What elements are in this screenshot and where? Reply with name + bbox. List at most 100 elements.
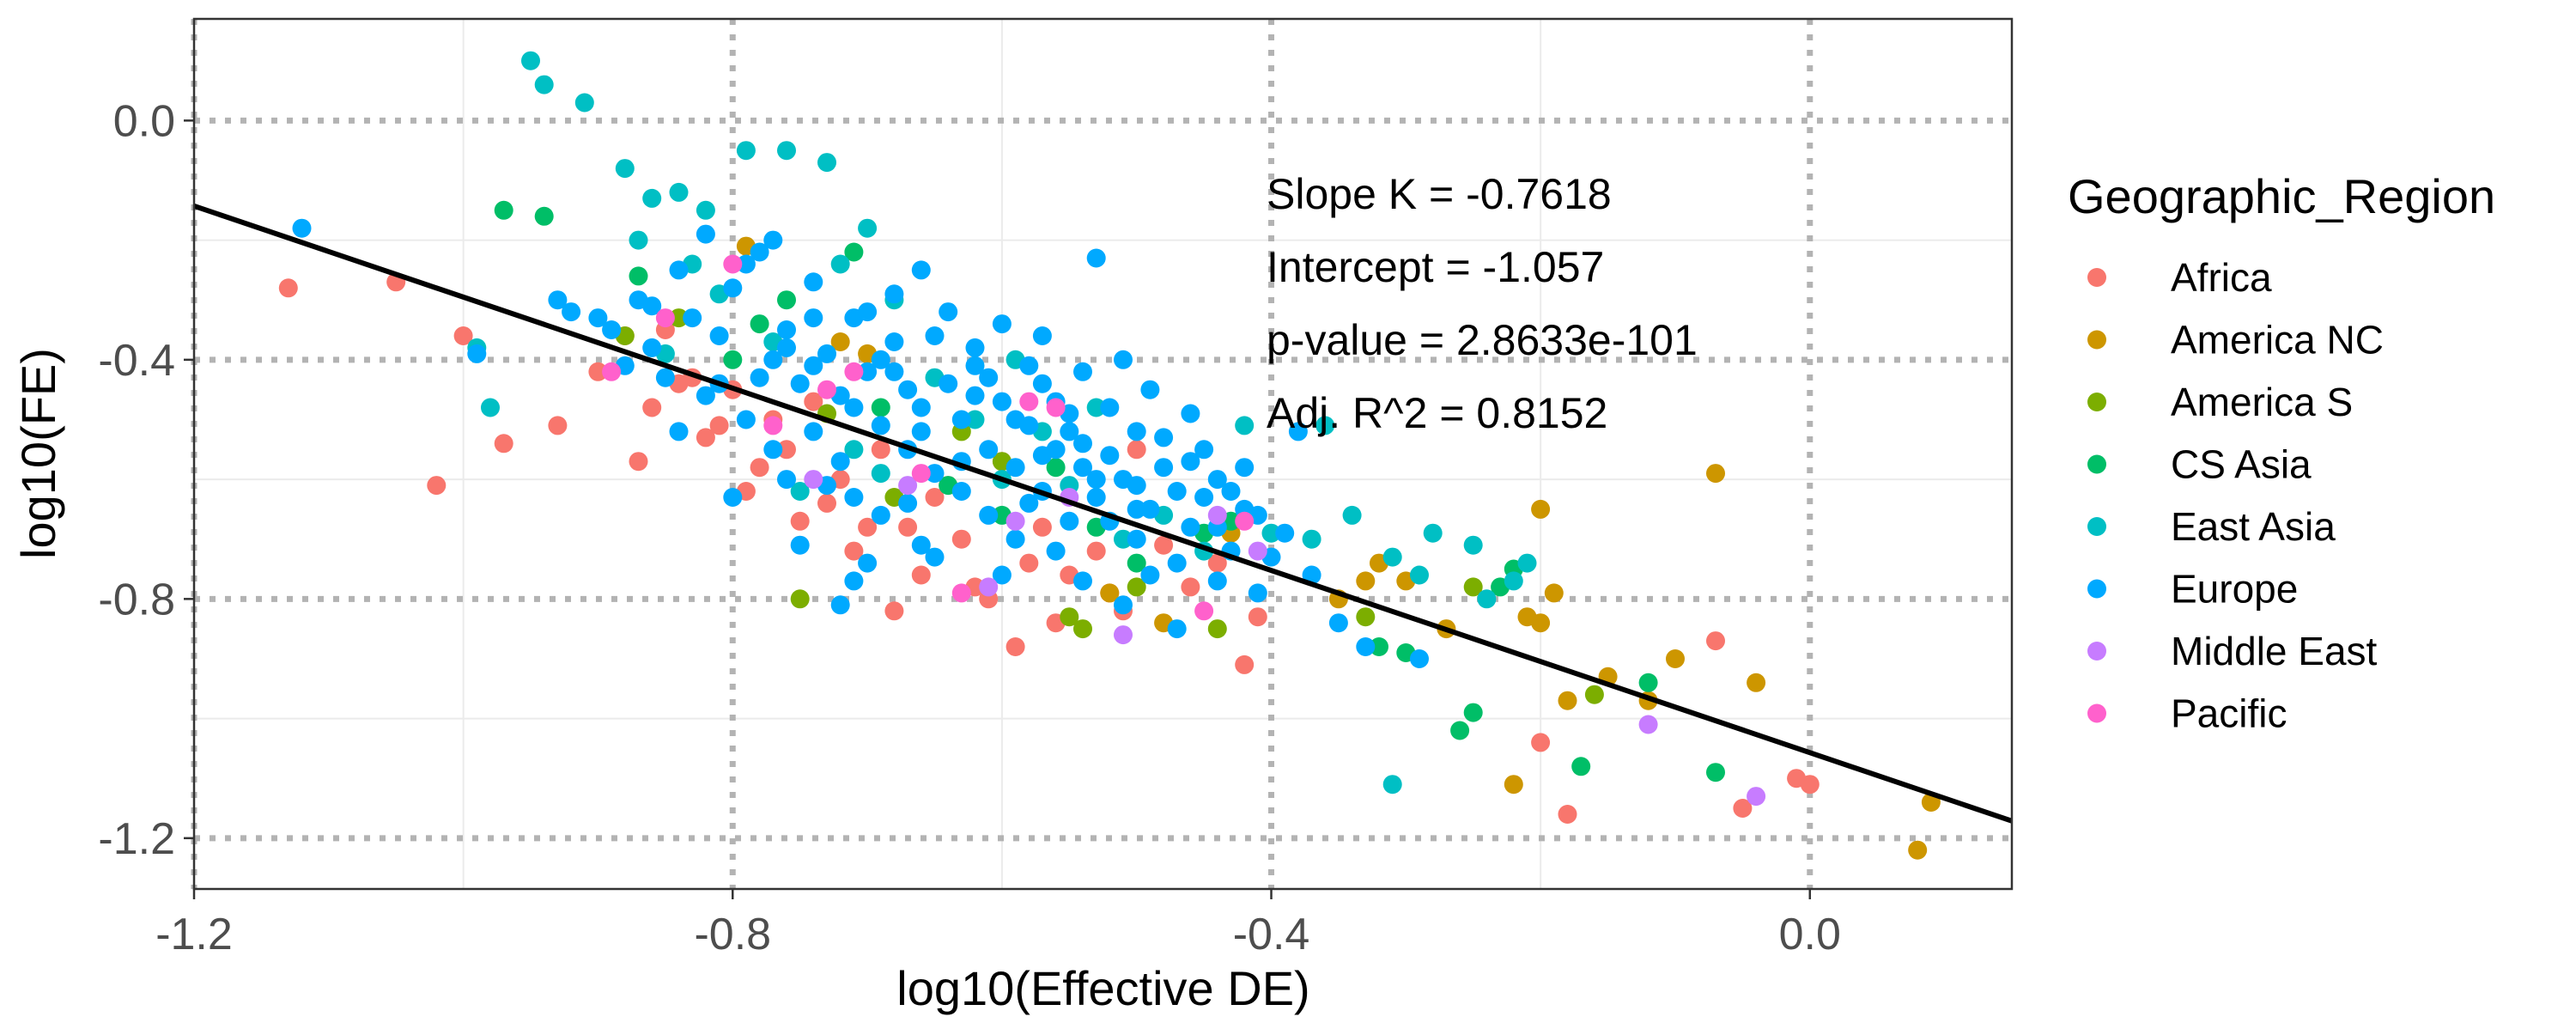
data-point <box>871 398 890 417</box>
legend-key <box>2087 268 2106 287</box>
data-point <box>965 338 985 357</box>
data-point <box>1114 625 1133 645</box>
data-point <box>871 505 890 525</box>
data-point <box>1207 619 1227 639</box>
data-point <box>763 230 783 250</box>
data-point <box>562 302 581 322</box>
data-point <box>1544 583 1564 603</box>
data-point <box>965 356 985 375</box>
data-point <box>1463 535 1483 555</box>
data-point <box>951 529 971 549</box>
data-point <box>804 422 823 441</box>
annotation-adj-r2: Adj. R^2 = 0.8152 <box>1267 389 1607 437</box>
data-point <box>911 260 931 280</box>
data-point <box>1127 577 1146 597</box>
data-point <box>884 362 904 381</box>
data-point <box>777 320 796 339</box>
data-point <box>723 278 743 298</box>
data-point <box>1463 703 1483 722</box>
data-point <box>1207 505 1227 525</box>
data-point <box>588 308 608 328</box>
regression-line <box>193 203 2013 824</box>
data-point <box>696 224 715 244</box>
data-point <box>1666 649 1685 668</box>
data-point <box>1127 553 1146 573</box>
legend-key <box>2087 330 2106 350</box>
data-point <box>1140 499 1160 519</box>
data-point <box>992 314 1012 334</box>
data-point <box>898 476 918 496</box>
data-point <box>1328 613 1348 633</box>
data-point <box>1342 505 1362 525</box>
data-point <box>494 434 513 454</box>
grid <box>191 19 2012 889</box>
data-point <box>1032 374 1052 393</box>
data-point <box>1127 440 1146 460</box>
data-point <box>898 493 918 513</box>
data-point <box>1073 362 1092 381</box>
data-point <box>925 464 945 484</box>
data-point <box>1302 565 1321 585</box>
data-point <box>723 254 743 274</box>
data-point <box>1261 523 1281 543</box>
data-point <box>1181 517 1200 537</box>
data-point <box>1463 577 1483 597</box>
data-point <box>979 440 999 460</box>
data-point <box>1032 517 1052 537</box>
data-point <box>911 398 931 417</box>
data-point <box>1558 805 1577 824</box>
data-point <box>1127 529 1146 549</box>
data-point <box>615 159 635 179</box>
data-point <box>669 182 689 202</box>
data-point <box>292 218 312 238</box>
data-point <box>453 326 473 345</box>
legend: Geographic_Region Africa America NC Americ… <box>2068 169 2495 736</box>
data-point <box>642 338 662 357</box>
annotation-block: Slope K = -0.7618 Intercept = -1.057 p-v… <box>1267 170 1698 437</box>
data-point <box>1086 470 1106 490</box>
data-point <box>1019 553 1039 573</box>
y-tick-label: -0.4 <box>98 336 175 386</box>
data-point <box>1477 589 1497 609</box>
data-point <box>979 505 999 525</box>
data-point <box>804 392 823 411</box>
annotation-slope: Slope K = -0.7618 <box>1267 170 1612 218</box>
data-point <box>1060 607 1079 627</box>
x-axis-label: log10(Effective DE) <box>896 961 1309 1015</box>
data-point <box>494 200 513 220</box>
legend-key <box>2087 393 2106 411</box>
data-point <box>790 589 810 609</box>
data-point <box>911 422 931 441</box>
data-point <box>588 362 608 381</box>
data-point <box>1127 422 1146 441</box>
data-point <box>844 362 864 381</box>
data-point <box>1531 733 1551 752</box>
data-point <box>1531 499 1551 519</box>
plot-border <box>192 17 2014 891</box>
y-tick-label: -1.2 <box>98 814 175 864</box>
data-point <box>1181 577 1200 597</box>
data-point <box>1086 248 1106 268</box>
data-point <box>696 428 715 447</box>
data-point <box>1086 541 1106 561</box>
legend-key <box>2087 642 2106 661</box>
legend-label: America NC <box>2171 318 2384 362</box>
legend-label: CS Asia <box>2171 442 2312 487</box>
data-point <box>278 278 298 298</box>
data-point <box>736 254 756 274</box>
data-point <box>1194 488 1214 507</box>
data-point <box>1747 673 1766 692</box>
x-tick-label: -1.2 <box>155 910 233 959</box>
data-point <box>817 493 836 513</box>
data-point <box>817 380 836 399</box>
data-point <box>790 374 810 393</box>
data-point <box>844 242 864 262</box>
data-point <box>925 488 945 507</box>
data-point <box>1787 769 1807 788</box>
data-point <box>992 392 1012 411</box>
data-point <box>669 260 689 280</box>
legend-items: Africa America NC America S CS Asia East Asi… <box>2087 255 2384 736</box>
data-point <box>1073 458 1092 478</box>
annotation-pvalue: p-value = 2.8633e-101 <box>1267 316 1698 364</box>
